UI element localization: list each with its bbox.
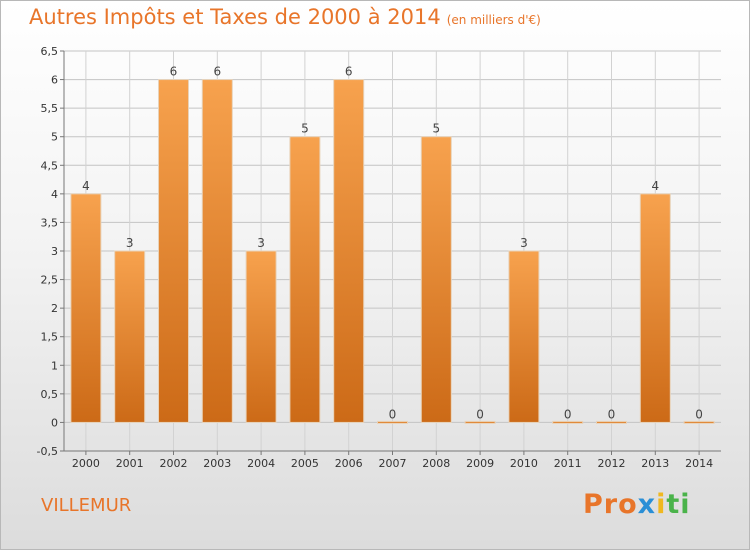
x-tick-label: 2012 <box>598 457 626 470</box>
x-tick-label: 2003 <box>203 457 231 470</box>
y-tick-label: 2 <box>51 302 58 315</box>
x-tick-label: 2007 <box>379 457 407 470</box>
x-tick-label: 2008 <box>422 457 450 470</box>
bar <box>639 193 671 423</box>
axis-layer: -0,5 0 0,5 1 1,5 2 2,5 3 3,5 4 4,5 5 5,5 6 6,5 2000 2001… <box>37 45 721 470</box>
unit-label: (en milliers d'€) <box>446 13 541 27</box>
y-tick-label: 5,5 <box>41 102 59 115</box>
x-tick-label: 2010 <box>510 457 538 470</box>
data-label: 6 <box>213 65 221 79</box>
logo-part-2: x <box>637 489 657 520</box>
bar <box>596 420 627 424</box>
data-label: 0 <box>476 407 484 421</box>
data-label: 6 <box>170 65 178 79</box>
proxiti-logo[interactable]: Proxiti <box>583 489 691 520</box>
data-label: 3 <box>257 236 265 250</box>
place-name: VILLEMUR <box>41 495 132 516</box>
data-label: 6 <box>345 65 353 79</box>
bar <box>158 79 189 423</box>
y-tick-label: -0,5 <box>37 445 58 458</box>
y-tick-label: 3,5 <box>41 216 59 229</box>
y-tick-label: 2,5 <box>41 274 59 287</box>
x-tick-label: 2005 <box>291 457 319 470</box>
data-label: 5 <box>432 122 440 136</box>
bar <box>377 420 408 424</box>
x-tick-label: 2014 <box>685 457 713 470</box>
bar <box>201 79 233 423</box>
bar <box>508 250 540 423</box>
chart-title: Autres Impôts et Taxes de 2000 à 2014 (en… <box>29 5 541 29</box>
data-label: 0 <box>695 407 703 421</box>
logo-part-4: ti <box>666 489 691 520</box>
bar <box>464 420 496 424</box>
data-label: 3 <box>126 236 134 250</box>
y-tick-label: 6,5 <box>41 45 59 58</box>
x-tick-label: 2000 <box>72 457 100 470</box>
bar <box>420 136 452 423</box>
data-label: 0 <box>608 407 616 421</box>
y-tick-label: 1 <box>51 359 58 372</box>
x-tick-label: 2001 <box>116 457 144 470</box>
x-tick-label: 2013 <box>641 457 669 470</box>
bar <box>289 136 321 423</box>
y-tick-label: 4,5 <box>41 159 59 172</box>
bar <box>245 250 277 423</box>
data-label: 3 <box>520 236 528 250</box>
x-tick-label: 2006 <box>335 457 363 470</box>
y-tick-label: 0,5 <box>41 388 59 401</box>
y-tick-label: 4 <box>51 188 58 201</box>
bar <box>683 420 715 424</box>
x-tick-label: 2009 <box>466 457 494 470</box>
logo-part-1: Pro <box>583 489 638 520</box>
label-layer: 4 3 6 6 3 5 6 0 5 0 3 0 0 4 0 <box>82 65 703 422</box>
y-tick-label: 3 <box>51 245 58 258</box>
x-tick-label: 2004 <box>247 457 275 470</box>
bar-layer <box>70 79 715 424</box>
x-tick-label: 2011 <box>554 457 582 470</box>
y-tick-label: 6 <box>51 74 58 87</box>
data-label: 5 <box>301 122 309 136</box>
y-tick-label: 1,5 <box>41 331 59 344</box>
title-text: Autres Impôts et Taxes de 2000 à 2014 <box>29 5 441 29</box>
y-tick-label: 5 <box>51 131 58 144</box>
bar <box>552 420 584 424</box>
data-label: 4 <box>651 179 659 193</box>
x-tick-label: 2002 <box>160 457 188 470</box>
data-label: 4 <box>82 179 90 193</box>
y-tick-label: 0 <box>51 416 58 429</box>
logo-part-3: i <box>656 489 667 520</box>
data-label: 0 <box>564 407 572 421</box>
bar <box>70 193 102 423</box>
bar <box>114 250 146 423</box>
bar <box>333 79 365 423</box>
data-label: 0 <box>389 407 397 421</box>
